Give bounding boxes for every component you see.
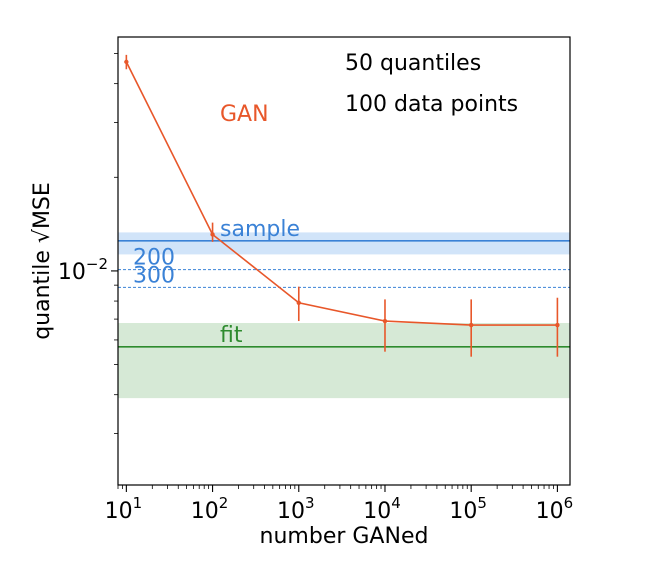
data-point [124, 59, 129, 65]
data-point [555, 322, 560, 328]
data-point [296, 300, 301, 305]
data-point [468, 322, 474, 328]
reference-band-sample [118, 232, 570, 255]
plot-frame [117, 36, 571, 486]
axis-ticks: 101 102 103 104 105 106 10−2 [58, 53, 574, 524]
reference-label-fit: fit [220, 323, 243, 348]
x-tick-label: 105 [449, 494, 487, 524]
y-axis-label: quantile √MSE [30, 182, 55, 340]
x-tick-label: 106 [536, 494, 574, 524]
annotation-data-points: 100 data points [345, 92, 518, 117]
x-tick-label: 103 [277, 494, 315, 524]
reference-label-200: 200 [133, 246, 175, 271]
data-point [382, 318, 388, 324]
series-group [124, 54, 560, 357]
x-axis-label: number GANed [260, 524, 429, 549]
series-label-gan: GAN [220, 102, 269, 127]
reference-band-fit [118, 323, 570, 399]
y-tick-label: 10−2 [58, 255, 108, 285]
x-tick-label: 101 [105, 494, 143, 524]
x-tick-label: 104 [363, 494, 401, 524]
reference-bands [118, 232, 570, 399]
data-point [210, 232, 215, 237]
x-tick-label: 102 [191, 494, 229, 524]
reference-label-sample: sample [220, 217, 300, 242]
reference-label-300: 300 [133, 263, 175, 288]
annotation-quantiles: 50 quantiles [345, 51, 481, 76]
series-line-gan [125, 61, 558, 326]
reference-lines [118, 239, 570, 348]
